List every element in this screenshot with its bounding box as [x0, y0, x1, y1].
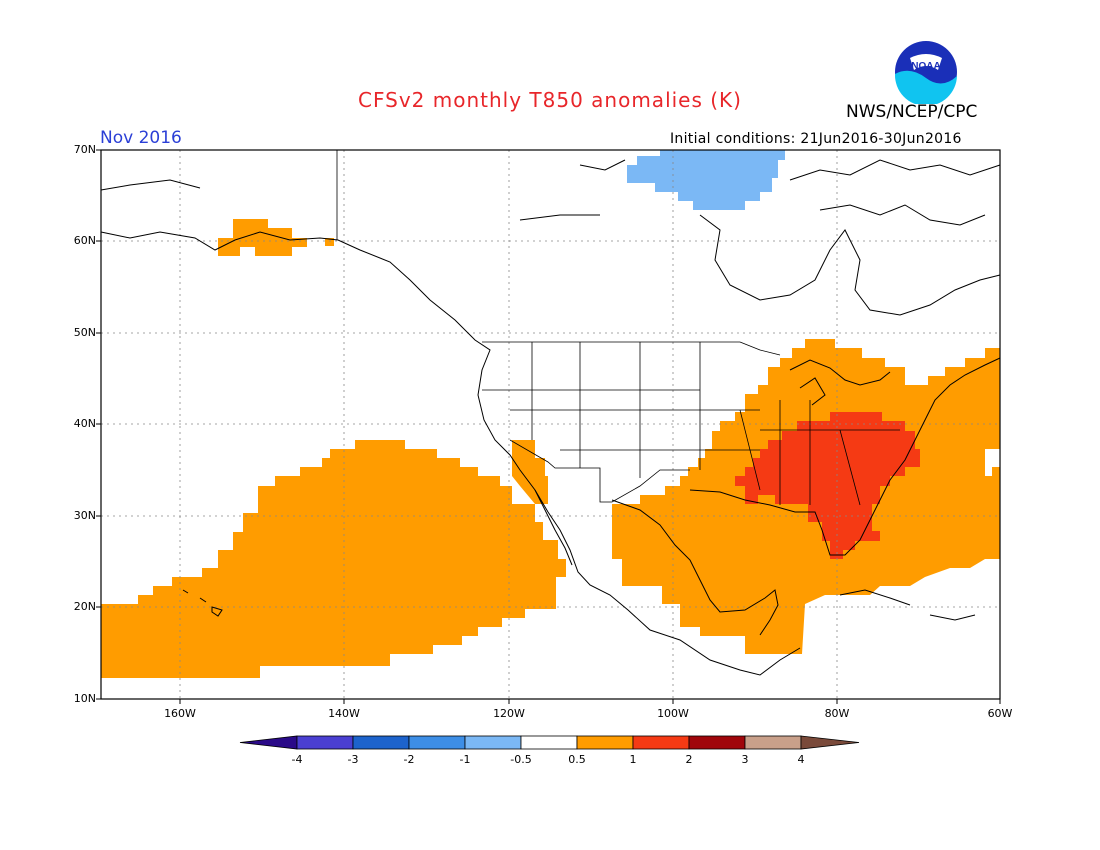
initial-conditions-label: Initial conditions: 21Jun2016-30Jun2016 [670, 131, 962, 147]
latitude-label: 50N [73, 326, 96, 339]
longitude-label: 60W [987, 707, 1013, 720]
anomaly-region-alaska-bit [325, 238, 334, 246]
colorbar-label: 4 [797, 753, 805, 766]
longitude-label: 120W [493, 707, 525, 720]
longitude-label: 140W [328, 707, 360, 720]
latitude-label: 10N [73, 692, 96, 705]
colorbar-label: 2 [685, 753, 693, 766]
anomaly-region-alaska [218, 219, 307, 256]
latitude-label: 30N [73, 509, 96, 522]
organization-label: NWS/NCEP/CPC [846, 102, 978, 122]
anomaly-region-baja [512, 440, 548, 504]
anomaly-region-pacific [101, 440, 566, 678]
longitude-label: 80W [824, 707, 850, 720]
colorbar-label: -3 [347, 753, 359, 766]
latitude-label: 60N [73, 234, 96, 247]
latitude-label: 20N [73, 600, 96, 613]
political-boundaries [336, 150, 900, 506]
page-title: CFSv2 monthly T850 anomalies (K) [358, 88, 742, 112]
anomaly-region-canada [627, 150, 785, 210]
colorbar-label: 0.5 [568, 753, 586, 766]
longitude-label: 100W [657, 707, 689, 720]
latitude-label: 70N [73, 143, 96, 156]
noaa-logo: NOAA [894, 41, 957, 104]
colorbar-label: 3 [741, 753, 749, 766]
coastlines [100, 159, 1001, 676]
colorbar-label: -0.5 [510, 753, 532, 766]
colorbar-label: -4 [291, 753, 303, 766]
colorbar-label: -2 [403, 753, 415, 766]
longitude-label: 160W [164, 707, 196, 720]
anomaly-region-southeast [735, 412, 920, 559]
colorbar-label: 1 [629, 753, 637, 766]
anomaly-region-mexico-bit [622, 568, 636, 586]
noaa-logo-text: NOAA [911, 61, 940, 72]
valid-month-label: Nov 2016 [100, 128, 182, 148]
axis-ticks [96, 149, 1001, 704]
colorbar-label: -1 [459, 753, 471, 766]
latitude-label: 40N [73, 417, 96, 430]
